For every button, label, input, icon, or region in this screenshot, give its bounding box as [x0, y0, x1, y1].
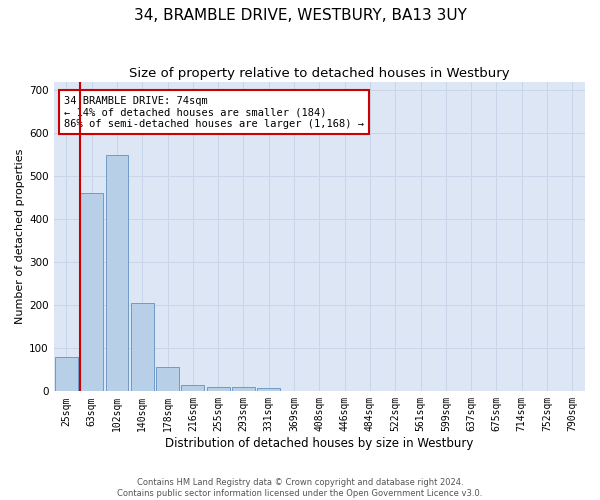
- Bar: [156, 367, 179, 392]
- Title: Size of property relative to detached houses in Westbury: Size of property relative to detached ho…: [129, 68, 509, 80]
- Bar: [257, 388, 280, 392]
- Text: 34 BRAMBLE DRIVE: 74sqm
← 14% of detached houses are smaller (184)
86% of semi-d: 34 BRAMBLE DRIVE: 74sqm ← 14% of detache…: [64, 96, 364, 129]
- Bar: [181, 385, 204, 392]
- Bar: [106, 155, 128, 392]
- Bar: [232, 387, 255, 392]
- Y-axis label: Number of detached properties: Number of detached properties: [15, 149, 25, 324]
- Text: Contains HM Land Registry data © Crown copyright and database right 2024.
Contai: Contains HM Land Registry data © Crown c…: [118, 478, 482, 498]
- Bar: [207, 387, 230, 392]
- Text: 34, BRAMBLE DRIVE, WESTBURY, BA13 3UY: 34, BRAMBLE DRIVE, WESTBURY, BA13 3UY: [134, 8, 466, 22]
- Bar: [131, 303, 154, 392]
- X-axis label: Distribution of detached houses by size in Westbury: Distribution of detached houses by size …: [165, 437, 473, 450]
- Bar: [55, 357, 77, 392]
- Bar: [80, 194, 103, 392]
